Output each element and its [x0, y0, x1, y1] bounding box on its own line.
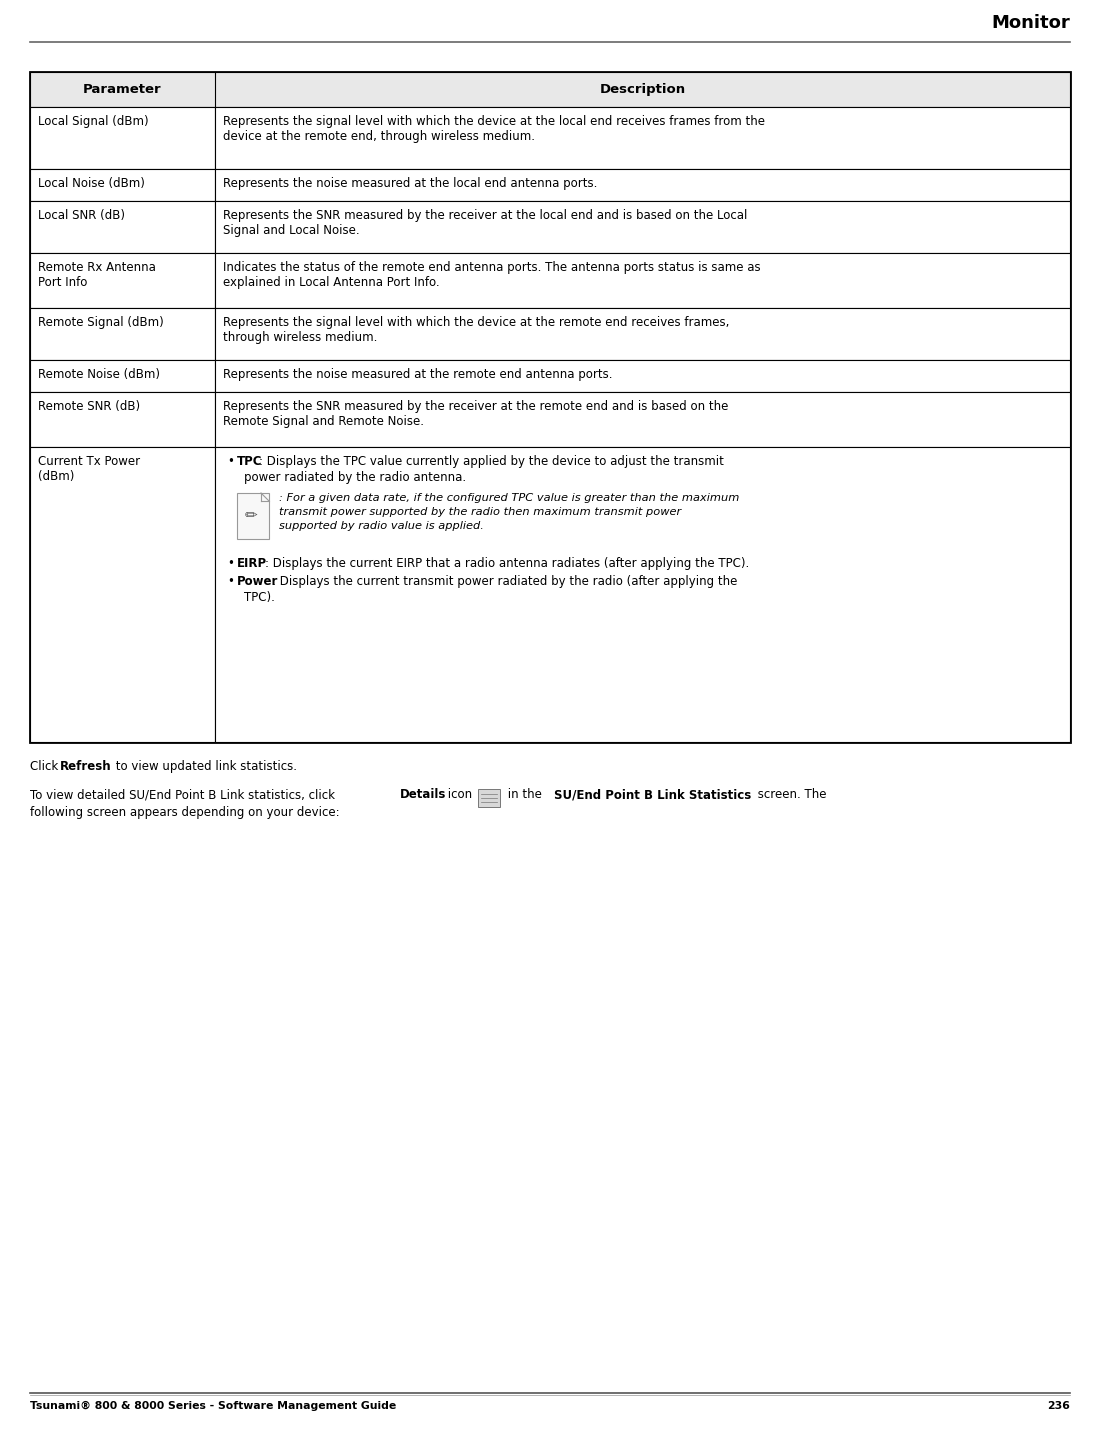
Text: Monitor: Monitor	[991, 14, 1070, 31]
Bar	[214, 360, 1070, 392]
Bar	[214, 309, 1070, 360]
Text: Local SNR (dB): Local SNR (dB)	[39, 209, 125, 221]
Bar	[30, 169, 214, 201]
Text: •: •	[227, 574, 234, 587]
Text: power radiated by the radio antenna.: power radiated by the radio antenna.	[244, 472, 466, 484]
Text: To view detailed SU/End Point B Link statistics, click: To view detailed SU/End Point B Link sta…	[30, 787, 339, 802]
Bar	[236, 493, 270, 539]
Text: SU/End Point B Link Statistics: SU/End Point B Link Statistics	[554, 787, 751, 802]
Text: Represents the signal level with which the device at the local end receives fram: Represents the signal level with which t…	[223, 114, 764, 143]
Text: Represents the noise measured at the local end antenna ports.: Represents the noise measured at the loc…	[223, 177, 597, 190]
Text: 236: 236	[1047, 1400, 1070, 1410]
Bar	[32, 74, 1068, 740]
Text: Represents the signal level with which the device at the remote end receives fra: Represents the signal level with which t…	[223, 316, 729, 344]
Text: icon: icon	[444, 787, 480, 802]
Text: : Displays the current transmit power radiated by the radio (after applying the: : Displays the current transmit power ra…	[272, 574, 737, 587]
Text: Remote Rx Antenna
Port Info: Remote Rx Antenna Port Info	[39, 262, 156, 289]
Text: following screen appears depending on your device:: following screen appears depending on yo…	[30, 806, 340, 819]
Text: Parameter: Parameter	[84, 83, 162, 96]
Bar	[30, 309, 214, 360]
Text: Remote Noise (dBm): Remote Noise (dBm)	[39, 369, 160, 382]
Bar	[214, 253, 1070, 309]
Text: Represents the SNR measured by the receiver at the remote end and is based on th: Represents the SNR measured by the recei…	[223, 400, 728, 429]
Bar	[30, 360, 214, 392]
Bar	[30, 392, 214, 447]
Text: Remote Signal (dBm): Remote Signal (dBm)	[39, 316, 164, 329]
Text: Indicates the status of the remote end antenna ports. The antenna ports status i: Indicates the status of the remote end a…	[223, 262, 760, 289]
Text: Local Signal (dBm): Local Signal (dBm)	[39, 114, 148, 129]
Bar	[30, 447, 214, 742]
Text: Current Tx Power
(dBm): Current Tx Power (dBm)	[39, 454, 140, 483]
Bar	[30, 71, 1070, 742]
Text: Remote SNR (dB): Remote SNR (dB)	[39, 400, 140, 413]
Bar	[214, 107, 1070, 169]
Bar	[30, 107, 214, 169]
Text: screen. The: screen. The	[754, 787, 826, 802]
Bar	[30, 201, 214, 253]
Text: Click: Click	[30, 760, 62, 773]
Bar	[214, 201, 1070, 253]
Text: •: •	[227, 454, 234, 469]
Text: Power: Power	[236, 574, 278, 587]
Text: : For a given data rate, if the configured TPC value is greater than the maximum: : For a given data rate, if the configur…	[279, 493, 739, 503]
Text: Details: Details	[400, 787, 447, 802]
Text: Refresh: Refresh	[60, 760, 111, 773]
Text: EIRP: EIRP	[236, 557, 267, 570]
Text: Tsunami® 800 & 8000 Series - Software Management Guide: Tsunami® 800 & 8000 Series - Software Ma…	[30, 1400, 396, 1410]
Text: : Displays the current EIRP that a radio antenna radiates (after applying the TP: : Displays the current EIRP that a radio…	[265, 557, 749, 570]
Bar	[478, 789, 500, 807]
Text: Description: Description	[600, 83, 685, 96]
Text: to view updated link statistics.: to view updated link statistics.	[112, 760, 297, 773]
Text: Represents the SNR measured by the receiver at the local end and is based on the: Represents the SNR measured by the recei…	[223, 209, 747, 237]
Text: in the: in the	[504, 787, 546, 802]
Text: transmit power supported by the radio then maximum transmit power: transmit power supported by the radio th…	[279, 507, 681, 517]
Bar	[30, 71, 1070, 107]
Text: ✏: ✏	[245, 507, 257, 523]
Text: : Displays the TPC value currently applied by the device to adjust the transmit: : Displays the TPC value currently appli…	[258, 454, 724, 469]
Text: TPC: TPC	[236, 454, 263, 469]
Bar	[214, 447, 1070, 742]
Bar	[30, 253, 214, 309]
Text: Represents the noise measured at the remote end antenna ports.: Represents the noise measured at the rem…	[223, 369, 613, 382]
Text: TPC).: TPC).	[244, 592, 275, 604]
Bar	[214, 169, 1070, 201]
Text: •: •	[227, 557, 234, 570]
Text: Local Noise (dBm): Local Noise (dBm)	[39, 177, 145, 190]
Text: supported by radio value is applied.: supported by radio value is applied.	[279, 522, 484, 532]
Bar	[214, 392, 1070, 447]
